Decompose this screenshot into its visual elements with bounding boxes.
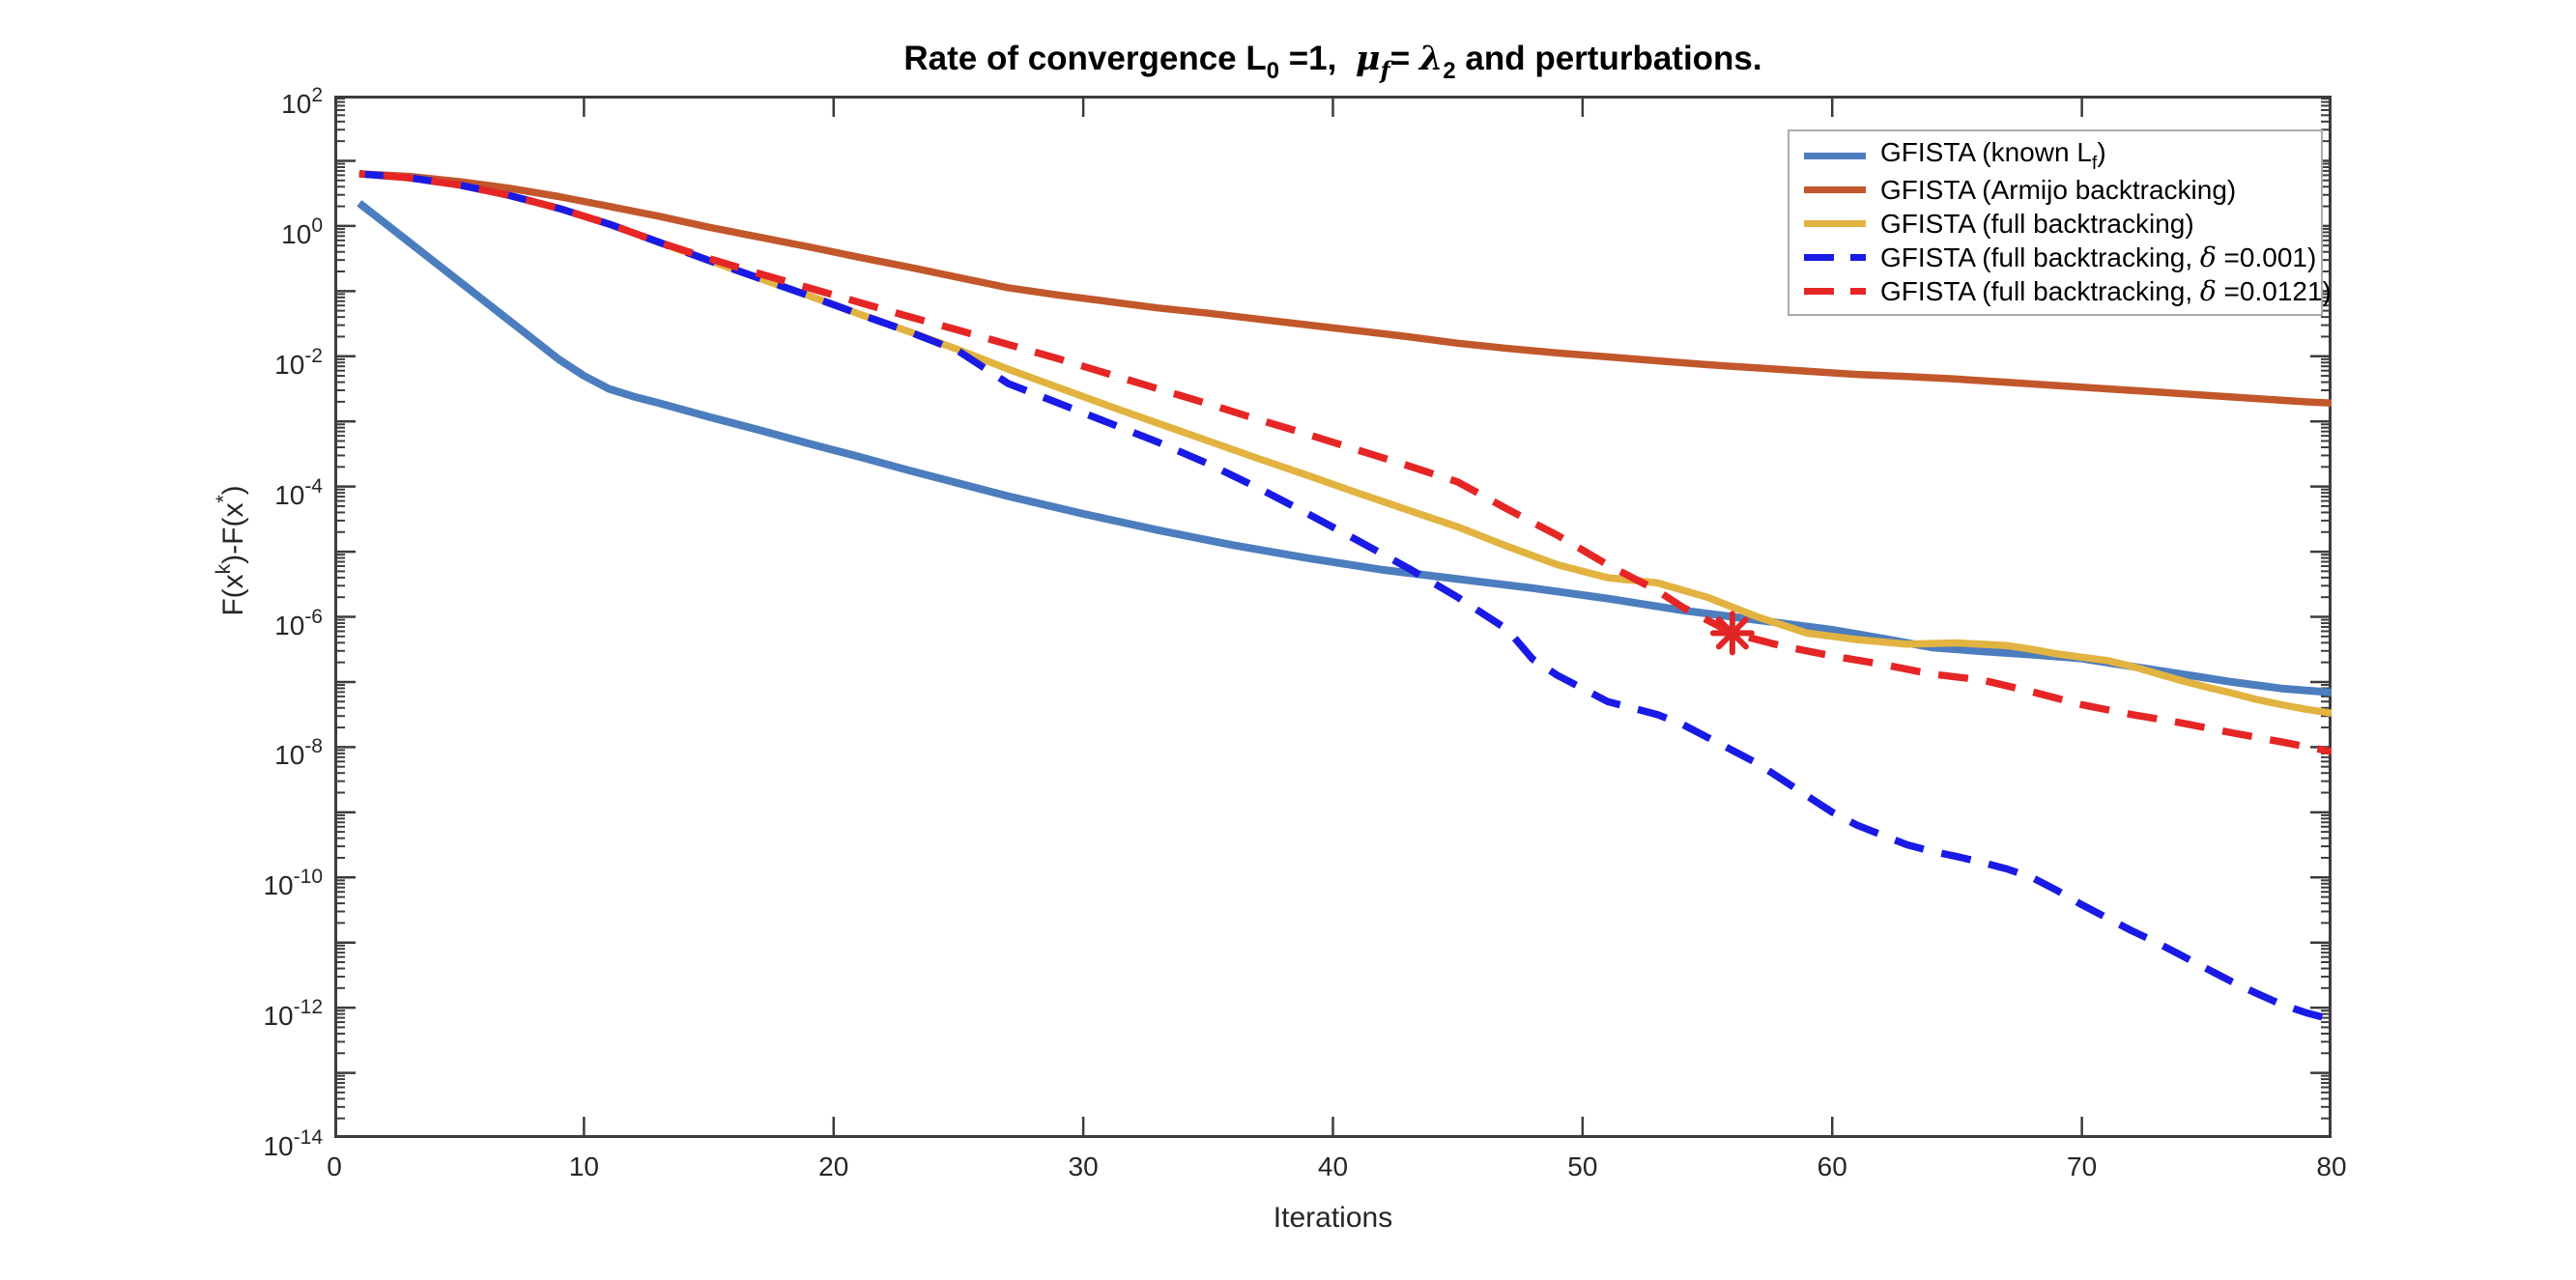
legend-item-label: GFISTA (known Lf) [1880,137,2106,174]
legend-line-sample [1804,288,1866,295]
legend-item-label: GFISTA (full backtracking, δ =0.0121) [1880,275,2332,307]
y-tick-label: 10-10 [263,866,323,901]
x-axis-label: Iterations [1273,1202,1393,1234]
x-tick-label: 60 [1817,1152,1847,1181]
y-tick-label: 10-4 [274,474,323,510]
legend-item: GFISTA (known Lf) [1789,137,2321,174]
x-tick-label: 80 [2316,1152,2347,1181]
legend-item: GFISTA (full backtracking, δ =0.001) [1789,241,2321,274]
series-line-1 [358,170,2332,408]
y-tick-label: 10-14 [263,1126,323,1161]
legend-item: GFISTA (full backtracking, δ =0.0121) [1789,274,2332,308]
legend-item: GFISTA (Armijo backtracking) [1789,173,2321,207]
x-tick-label: 40 [1317,1152,1349,1181]
series-line-4 [358,170,2332,755]
x-tick-label: 30 [1068,1152,1099,1181]
x-tick-label: 0 [327,1152,342,1181]
legend-line-sample [1804,186,1866,193]
x-tick-label: 20 [818,1152,849,1181]
legend-line-sample [1804,254,1866,261]
y-tick-label: 102 [281,84,323,119]
legend-line-sample [1804,153,1866,159]
perturbation-marker-icon [1715,616,1749,650]
y-tick-label: 100 [281,213,323,249]
series-line-3 [358,170,2332,1023]
y-tick-label: 10-2 [274,344,323,380]
y-tick-label: 10-6 [274,605,323,640]
legend-item-label: GFISTA (full backtracking) [1880,208,2194,239]
legend-item-label: GFISTA (Armijo backtracking) [1880,174,2237,205]
legend-item-label: GFISTA (full backtracking, δ =0.001) [1880,242,2317,273]
y-tick-label: 10-12 [263,996,323,1032]
x-tick-label: 70 [2067,1152,2098,1181]
y-tick-label: 10-8 [274,735,323,771]
legend-item: GFISTA (full backtracking) [1789,207,2321,241]
series-line-0 [357,200,2332,697]
plot-area [334,96,2332,1138]
legend-box: GFISTA (known Lf) GFISTA (Armijo backtrac… [1788,129,2332,316]
plot-title: Rate of convergence L0 =1, μf= λ2 and pe… [903,39,1762,84]
x-tick-label: 50 [1567,1152,1598,1181]
legend-line-sample [1804,220,1866,227]
x-tick-label: 10 [568,1152,599,1181]
